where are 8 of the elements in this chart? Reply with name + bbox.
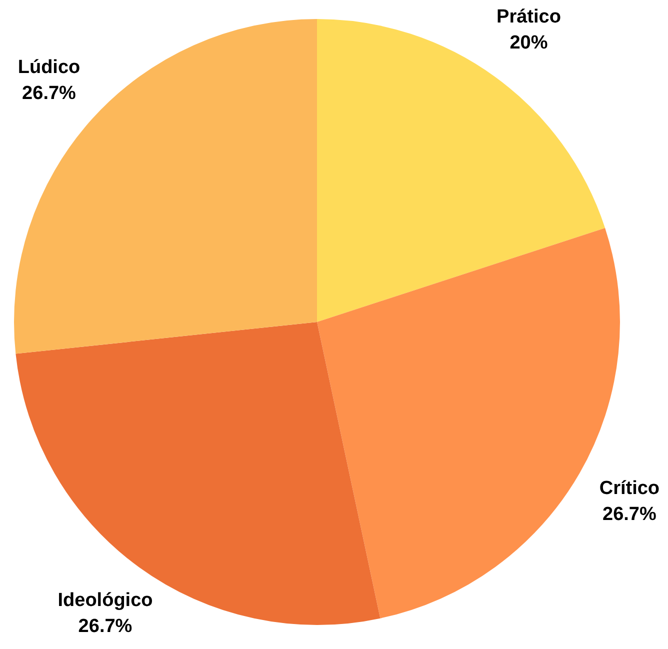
data-label: 26.7%	[602, 504, 656, 526]
data-label: 26.7%	[78, 616, 132, 638]
slice-label: Ideológico	[58, 590, 153, 612]
slice-label: Prático	[496, 6, 561, 28]
slice-label: Crítico	[599, 478, 660, 500]
data-label: 20%	[510, 32, 548, 54]
data-label: 26.7%	[22, 83, 76, 104]
slice-label: Lúdico	[18, 57, 80, 78]
